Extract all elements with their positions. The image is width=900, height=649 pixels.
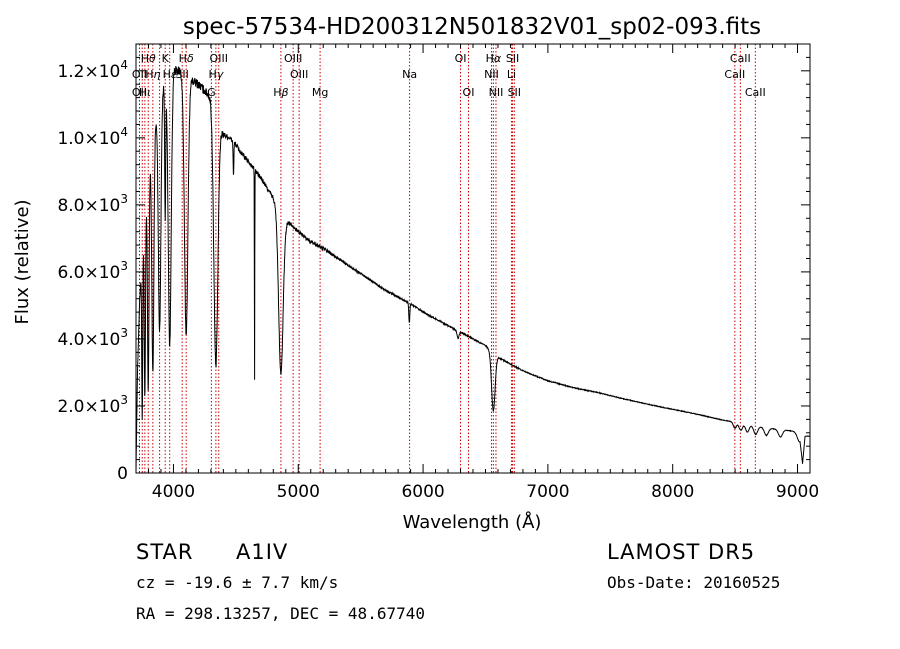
- survey-name: LAMOST DR5: [607, 540, 756, 564]
- x-axis-label: Wavelength (Å): [403, 511, 542, 533]
- line-label: SII: [506, 52, 519, 65]
- plot-frame: [135, 43, 811, 474]
- line-label: OI: [463, 86, 475, 99]
- x-axis: 4000 5000 6000 7000 8000 9000: [147, 44, 819, 502]
- x-tick-label: 7000: [526, 482, 569, 502]
- y-tick-label: 8.0×103: [57, 192, 128, 216]
- x-tick-label: 6000: [401, 482, 444, 502]
- y-axis: 0 2.0×103 4.0×103 6.0×103 8.0×103 1.0×104 1.2×…: [57, 43, 810, 484]
- y-tick-label: 0: [117, 464, 128, 484]
- line-label: Hη: [145, 68, 160, 81]
- line-label: OIII: [290, 68, 308, 81]
- line-label: Li: [507, 68, 516, 81]
- x-tick-label: 5000: [277, 482, 320, 502]
- spectral-subclass: A1IV: [236, 540, 289, 564]
- line-label: OI: [455, 52, 467, 65]
- line-label: Hι: [139, 86, 151, 99]
- x-tick-label: 8000: [651, 482, 694, 502]
- coordinates: RA = 298.13257, DEC = 48.67740: [136, 604, 425, 623]
- spectrum-chart: spec-57534-HD200312N501832V01_sp02-093.f…: [12, 14, 819, 533]
- line-label: Mg: [312, 86, 328, 99]
- line-label: NII: [484, 68, 499, 81]
- line-label: OIII: [210, 52, 228, 65]
- redshift-value: cz = -19.6 ± 7.7 km/s: [136, 573, 339, 592]
- line-label: Na: [402, 68, 417, 81]
- y-axis-label: Flux (relative): [12, 199, 33, 324]
- line-label: CaII: [730, 52, 751, 65]
- y-tick-label: 1.2×104: [57, 58, 128, 82]
- line-label: Hβ: [273, 86, 288, 99]
- spectrum-line: [135, 66, 811, 474]
- line-label: NII: [489, 86, 504, 99]
- y-tick-label: 1.0×104: [57, 125, 128, 149]
- line-label: SII: [508, 86, 521, 99]
- line-label: G: [207, 86, 216, 99]
- line-label: Hγ: [208, 68, 223, 81]
- line-label: OIII: [284, 52, 302, 65]
- line-label: CaII: [745, 86, 766, 99]
- line-label: Hδ: [179, 52, 194, 65]
- line-markers: [138, 44, 756, 473]
- line-label: Hθ: [141, 52, 156, 65]
- x-tick-label: 4000: [152, 482, 195, 502]
- y-tick-label: 4.0×103: [57, 326, 128, 350]
- y-tick-label: 2.0×103: [57, 393, 128, 417]
- line-label: CaII: [724, 68, 745, 81]
- obs-date: Obs-Date: 20160525: [607, 573, 781, 592]
- line-label: Hα: [486, 52, 502, 65]
- chart-title: spec-57534-HD200312N501832V01_sp02-093.f…: [183, 14, 761, 40]
- object-class: STAR: [136, 540, 194, 564]
- x-tick-label: 9000: [776, 482, 819, 502]
- y-tick-label: 6.0×103: [57, 259, 128, 283]
- line-label: K: [162, 52, 170, 65]
